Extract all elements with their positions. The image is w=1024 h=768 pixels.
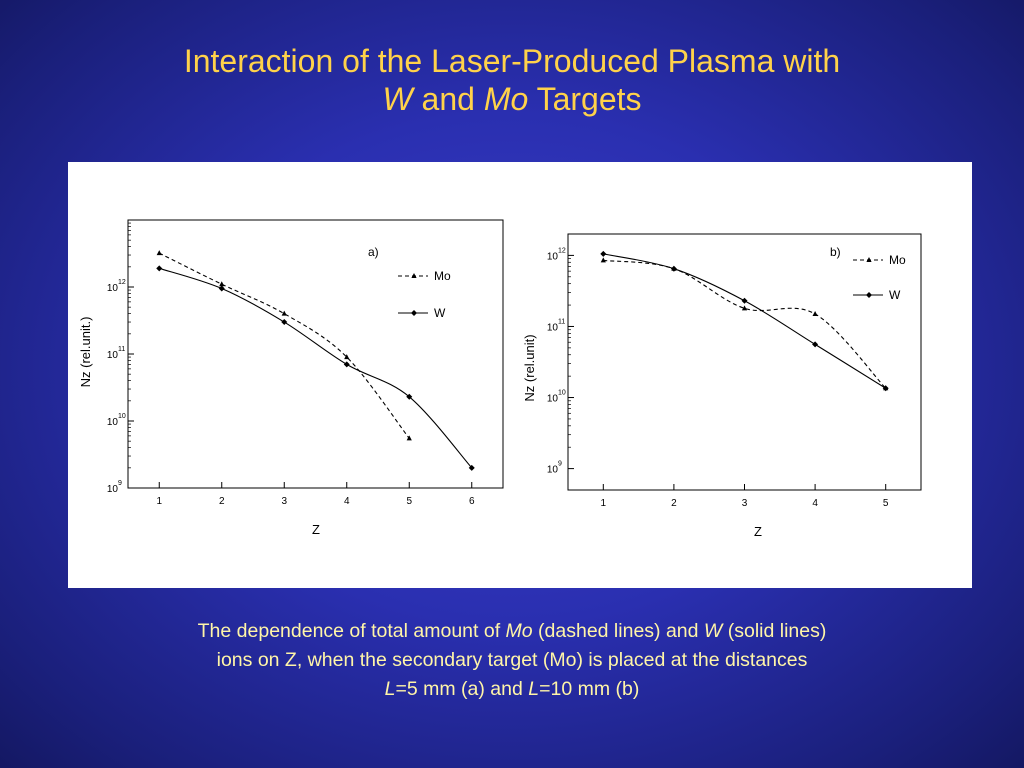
title-w: W — [382, 81, 413, 117]
y-tick-label-exp: 9 — [558, 461, 562, 468]
x-tick-label: 4 — [812, 498, 818, 509]
plot-frame-1 — [127, 219, 504, 489]
y-tick-label-exp: 10 — [558, 390, 566, 397]
data-point-w — [406, 393, 413, 400]
caption-line-3: L=5 mm (a) and L=10 mm (b) — [0, 675, 1024, 704]
data-point-w — [812, 341, 819, 348]
y-tick-label-exp: 11 — [558, 318, 565, 325]
y-tick-label-base: 10 — [547, 251, 559, 262]
caption-text-2: (dashed lines) and — [532, 620, 704, 642]
legend-marker-w — [411, 310, 417, 316]
data-point-w — [218, 285, 225, 292]
data-point-mo — [600, 257, 606, 263]
x-tick-label: 4 — [344, 496, 350, 507]
x-tick-label: 3 — [742, 498, 748, 509]
plot-frame-2 — [567, 233, 922, 491]
series-line-w — [159, 267, 473, 469]
data-point-w — [600, 250, 607, 257]
x-tick-label: 6 — [469, 496, 475, 507]
panel-label: b) — [830, 245, 841, 259]
caption-l1: L — [384, 678, 396, 700]
x-tick-label: 5 — [883, 498, 889, 509]
caption-line-2: ions on Z, when the secondary target (Mo… — [216, 649, 808, 671]
data-point-w — [468, 464, 475, 471]
series-line-w — [603, 253, 886, 389]
data-point-w — [670, 265, 677, 272]
y-tick-label-exp: 11 — [118, 346, 125, 353]
series-line-mo — [159, 252, 410, 439]
legend-label-w: W — [434, 306, 446, 320]
caption-mo: Mo — [505, 620, 533, 642]
y-tick-label-exp: 10 — [118, 413, 126, 420]
caption-text-3: (solid lines) — [722, 620, 827, 642]
caption-l1-value: =5 mm (a) and — [395, 678, 529, 700]
data-point-w — [281, 319, 288, 326]
data-point-mo — [281, 310, 287, 316]
y-tick-label-exp: 9 — [118, 480, 122, 487]
y-tick-label-base: 10 — [107, 350, 119, 361]
x-tick-label: 3 — [281, 496, 287, 507]
slide-title: Interaction of the Laser-Produced Plasma… — [0, 42, 1024, 118]
y-tick-label-base: 10 — [107, 417, 119, 428]
x-tick-label: 1 — [156, 496, 162, 507]
figure-caption: The dependence of total amount of Mo (da… — [0, 617, 1024, 704]
y-tick-label-base: 10 — [107, 484, 119, 495]
x-axis-label: Z — [312, 522, 320, 537]
legend-marker-mo — [866, 257, 872, 262]
title-and: and — [412, 81, 484, 117]
title-mo: Mo — [483, 81, 529, 117]
data-point-w — [156, 265, 163, 272]
data-point-w — [343, 361, 350, 368]
data-point-mo — [344, 354, 350, 360]
data-point-mo — [812, 310, 818, 316]
title-line-2: W and Mo Targets — [0, 80, 1024, 118]
data-point-w — [882, 385, 889, 392]
x-axis-label: Z — [754, 524, 762, 539]
title-targets: Targets — [528, 81, 642, 117]
y-tick-label-exp: 12 — [558, 247, 566, 254]
caption-line-1: The dependence of total amount of Mo (da… — [0, 617, 1024, 646]
y-tick-label-base: 10 — [547, 465, 559, 476]
y-tick-label-base: 10 — [547, 394, 559, 405]
data-point-mo — [156, 250, 162, 256]
caption-l2-value: =10 mm (b) — [539, 678, 640, 700]
title-line-1: Interaction of the Laser-Produced Plasma… — [183, 43, 841, 79]
data-point-mo — [406, 435, 412, 441]
data-point-mo — [741, 305, 748, 311]
caption-w: W — [703, 620, 723, 642]
y-tick-label-base: 10 — [107, 283, 119, 294]
y-axis-label: Nz (rel.unit) — [522, 334, 537, 401]
x-tick-label: 5 — [406, 496, 412, 507]
caption-text-1: The dependence of total amount of — [197, 620, 506, 642]
legend-label-mo: Mo — [889, 253, 906, 267]
legend-label-mo: Mo — [434, 269, 451, 283]
legend-label-w: W — [889, 288, 901, 302]
panel-label: a) — [368, 245, 379, 259]
x-tick-label: 2 — [671, 498, 677, 509]
data-point-mo — [219, 281, 225, 287]
data-point-w — [741, 297, 748, 304]
legend-marker-mo — [411, 273, 417, 278]
figure-panel: 10 9 10 10 10 11 10 12 1 2 3 4 5 6 Z Nz (rel.unit.) a) Mo… — [68, 162, 972, 588]
y-tick-label-base: 10 — [547, 322, 559, 333]
series-line-mo — [603, 259, 887, 389]
x-tick-label: 2 — [219, 496, 225, 507]
y-tick-label-exp: 12 — [118, 279, 126, 286]
caption-l2: L — [528, 678, 540, 700]
y-axis-label: Nz (rel.unit.) — [78, 317, 93, 388]
x-tick-label: 1 — [601, 498, 607, 509]
legend-marker-w — [866, 292, 872, 298]
